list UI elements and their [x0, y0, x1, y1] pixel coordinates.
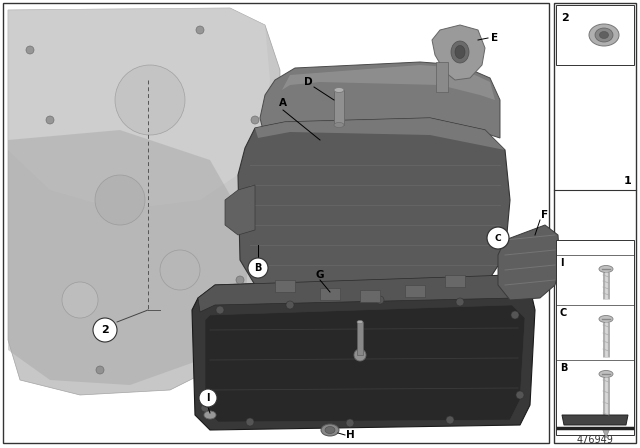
Text: 2: 2	[101, 325, 109, 335]
Circle shape	[216, 306, 224, 314]
Ellipse shape	[321, 424, 339, 436]
Text: 2: 2	[561, 13, 569, 23]
Circle shape	[248, 258, 268, 278]
Circle shape	[160, 250, 200, 290]
Text: I: I	[206, 393, 210, 403]
Circle shape	[196, 26, 204, 34]
Polygon shape	[255, 118, 505, 150]
Circle shape	[354, 349, 366, 361]
Polygon shape	[238, 118, 510, 295]
Ellipse shape	[599, 315, 613, 323]
Text: B: B	[560, 363, 568, 373]
Circle shape	[516, 391, 524, 399]
Ellipse shape	[600, 31, 609, 39]
Bar	[556, 5, 634, 65]
Circle shape	[346, 419, 354, 427]
Ellipse shape	[451, 41, 469, 63]
Polygon shape	[8, 8, 280, 395]
Bar	[3, 3, 549, 443]
Ellipse shape	[204, 411, 216, 419]
Circle shape	[456, 298, 464, 306]
Bar	[445, 275, 465, 287]
Polygon shape	[205, 305, 525, 422]
Text: C: C	[495, 233, 501, 242]
Ellipse shape	[595, 28, 613, 42]
Ellipse shape	[325, 426, 335, 434]
Text: F: F	[541, 210, 548, 220]
Circle shape	[46, 116, 54, 124]
Bar	[405, 285, 425, 297]
Polygon shape	[225, 185, 255, 235]
Polygon shape	[498, 225, 560, 300]
Text: C: C	[560, 308, 567, 318]
Circle shape	[93, 318, 117, 342]
Circle shape	[26, 46, 34, 54]
Text: I: I	[560, 258, 563, 268]
Polygon shape	[432, 25, 485, 80]
Polygon shape	[192, 275, 535, 430]
Ellipse shape	[357, 320, 363, 323]
Bar	[556, 240, 634, 435]
Ellipse shape	[334, 87, 344, 92]
Text: E: E	[492, 33, 499, 43]
Bar	[436, 62, 448, 92]
Circle shape	[201, 404, 209, 412]
Bar	[357, 322, 363, 355]
Ellipse shape	[589, 24, 619, 46]
Bar	[554, 3, 636, 443]
Ellipse shape	[599, 370, 613, 378]
Text: 1: 1	[624, 176, 632, 186]
Circle shape	[62, 282, 98, 318]
Circle shape	[236, 276, 244, 284]
Circle shape	[286, 301, 294, 309]
Text: H: H	[346, 430, 355, 440]
Bar	[334, 90, 344, 125]
Ellipse shape	[599, 266, 613, 272]
Circle shape	[96, 366, 104, 374]
Polygon shape	[8, 130, 250, 385]
Circle shape	[199, 389, 217, 407]
Bar	[320, 288, 340, 300]
Polygon shape	[8, 8, 270, 210]
Ellipse shape	[455, 46, 465, 59]
Text: 476949: 476949	[577, 435, 613, 445]
Polygon shape	[602, 428, 610, 438]
Text: A: A	[279, 98, 287, 108]
Text: B: B	[254, 263, 262, 273]
Circle shape	[95, 175, 145, 225]
Polygon shape	[562, 415, 628, 425]
Circle shape	[487, 227, 509, 249]
Bar	[360, 290, 380, 302]
Bar	[275, 280, 295, 292]
Circle shape	[246, 418, 254, 426]
Circle shape	[251, 116, 259, 124]
Text: G: G	[316, 270, 324, 280]
Text: D: D	[304, 77, 312, 87]
Ellipse shape	[334, 122, 344, 128]
Polygon shape	[282, 65, 495, 100]
Polygon shape	[260, 62, 500, 138]
Circle shape	[446, 416, 454, 424]
Polygon shape	[198, 275, 530, 312]
Circle shape	[511, 311, 519, 319]
Circle shape	[115, 65, 185, 135]
Circle shape	[376, 296, 384, 304]
